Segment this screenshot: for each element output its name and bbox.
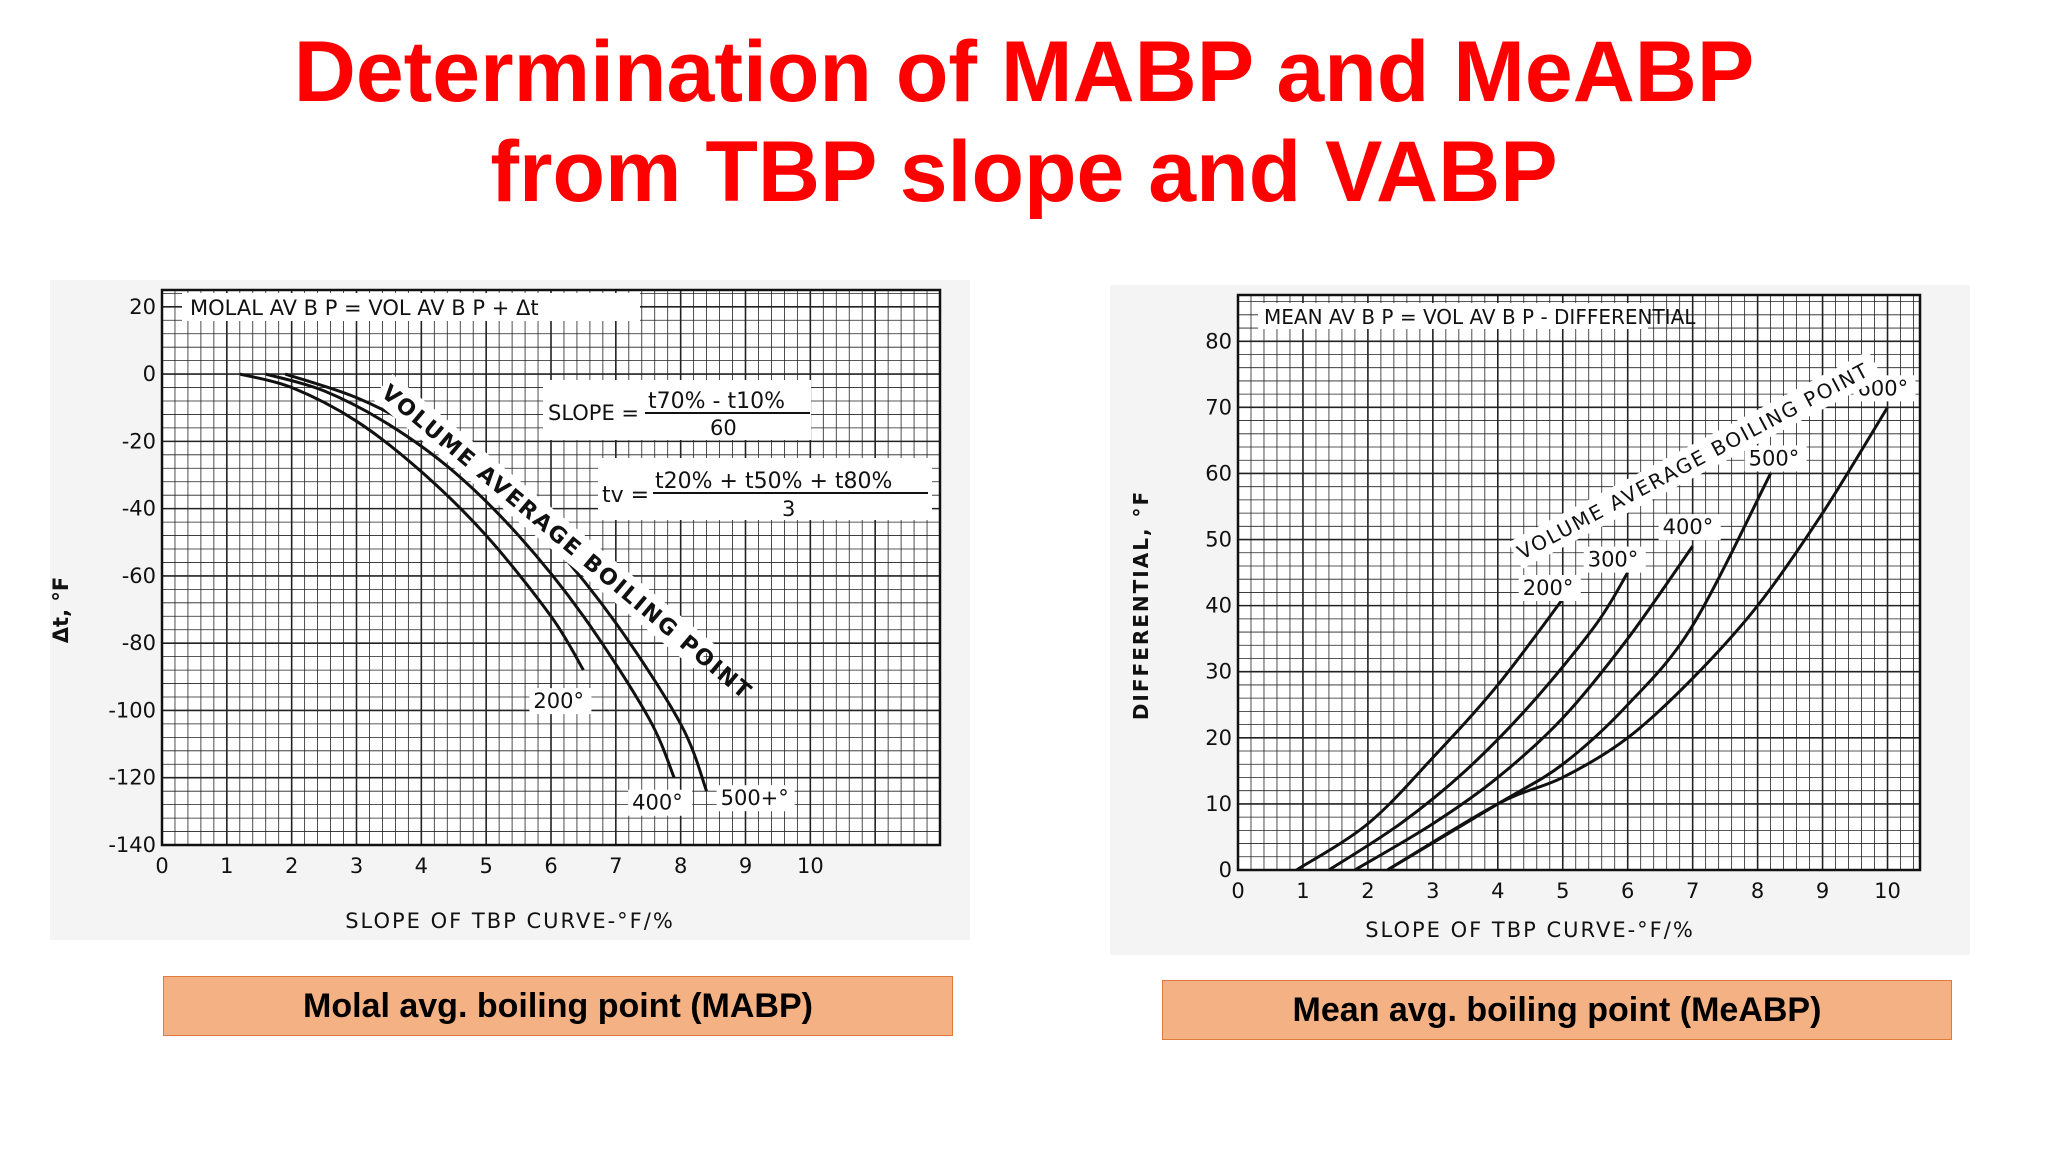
slope-equation: SLOPE = t70% - t10% 60 bbox=[543, 380, 811, 440]
y-axis-label: DIFFERENTIAL, °F bbox=[1129, 490, 1153, 720]
svg-text:200°: 200° bbox=[533, 689, 584, 713]
y-tick-label: 20 bbox=[129, 295, 156, 319]
plot-frame bbox=[160, 288, 942, 847]
y-tick-label: 10 bbox=[1205, 792, 1232, 816]
slide-title-line-1: Determination of MABP and MeABP bbox=[293, 24, 1755, 120]
tv-equation-numerator: t20% + t50% + t80% bbox=[655, 469, 892, 494]
x-tick-label: 4 bbox=[1491, 879, 1504, 903]
y-tick-label: 40 bbox=[1205, 594, 1232, 618]
x-tick-label: 9 bbox=[1816, 879, 1829, 903]
x-tick-label: 1 bbox=[1296, 879, 1309, 903]
y-tick-label: -40 bbox=[122, 497, 156, 521]
x-tick-label: 8 bbox=[674, 854, 687, 878]
y-tick-label: 50 bbox=[1205, 528, 1232, 552]
x-tick-label: 7 bbox=[609, 854, 622, 878]
x-axis-label: SLOPE OF TBP CURVE-°F/% bbox=[1365, 918, 1695, 942]
mabp-caption: Molal avg. boiling point (MABP) bbox=[163, 976, 953, 1036]
x-tick-label: 5 bbox=[1556, 879, 1569, 903]
series-label: 300° bbox=[1583, 546, 1646, 573]
x-tick-label: 3 bbox=[350, 854, 363, 878]
x-tick-label: 0 bbox=[155, 854, 168, 878]
series-label: 500° bbox=[1744, 445, 1807, 472]
y-tick-label: -80 bbox=[122, 631, 156, 655]
chart-title: MEAN AV B P = VOL AV B P - DIFFERENTIAL bbox=[1264, 305, 1696, 329]
series-line-600 bbox=[1386, 406, 1889, 872]
svg-text:200°: 200° bbox=[1523, 576, 1574, 600]
y-tick-label: 30 bbox=[1205, 660, 1232, 684]
series-label: 400° bbox=[628, 789, 693, 816]
x-tick-label: 1 bbox=[220, 854, 233, 878]
x-axis-label: SLOPE OF TBP CURVE-°F/% bbox=[345, 909, 675, 933]
chart-labels: 0 1 2 3 4 5 6 7 8 9 10 20 0 -20 -40 -60 -80 -100 -120 -140 2… bbox=[108, 295, 823, 878]
y-axis-label: Δt, °F bbox=[50, 577, 73, 643]
chart-title-box bbox=[182, 293, 640, 321]
meabp-caption: Mean avg. boiling point (MeABP) bbox=[1162, 980, 1952, 1040]
svg-text:500+°: 500+° bbox=[721, 786, 789, 810]
y-tick-label: -120 bbox=[108, 766, 156, 790]
x-tick-label: 6 bbox=[1621, 879, 1634, 903]
tv-equation-denominator: 3 bbox=[782, 497, 795, 521]
series-label: 400° bbox=[1658, 514, 1721, 541]
y-tick-label: 70 bbox=[1205, 395, 1232, 419]
y-tick-label: 0 bbox=[143, 362, 156, 386]
x-tick-label: 7 bbox=[1686, 879, 1699, 903]
mabp-chart: 0 1 2 3 4 5 6 7 8 9 10 20 0 -20 -40 -60 -80 -100 -120 -140 2… bbox=[50, 280, 970, 940]
chart-labels: 0 1 2 3 4 5 6 7 8 9 10 80 70 60 50 40 30 20 10 0 200° 300° 400… bbox=[1205, 329, 1916, 903]
slide-title-line-2: from TBP slope and VABP bbox=[490, 124, 1558, 220]
chart-curves bbox=[1295, 406, 1889, 872]
chart-title: MOLAL AV B P = VOL AV B P + Δt bbox=[190, 296, 539, 320]
svg-text:300°: 300° bbox=[1588, 548, 1639, 572]
x-tick-label: 4 bbox=[415, 854, 428, 878]
chart-title-box bbox=[1258, 303, 1648, 329]
x-tick-label: 9 bbox=[739, 854, 752, 878]
x-tick-label: 2 bbox=[285, 854, 298, 878]
x-tick-label: 3 bbox=[1426, 879, 1439, 903]
y-tick-label: -60 bbox=[122, 564, 156, 588]
slope-equation-denominator: 60 bbox=[710, 416, 737, 440]
series-line-200 bbox=[1295, 598, 1564, 872]
svg-text:400°: 400° bbox=[1663, 515, 1714, 539]
x-tick-label: 5 bbox=[479, 854, 492, 878]
y-tick-label: 20 bbox=[1205, 726, 1232, 750]
x-tick-label: 10 bbox=[1874, 879, 1901, 903]
y-tick-label: -20 bbox=[122, 429, 156, 453]
x-tick-label: 0 bbox=[1231, 879, 1244, 903]
svg-text:400°: 400° bbox=[632, 791, 683, 815]
slope-equation-lhs: SLOPE = bbox=[548, 401, 639, 425]
series-line-400 bbox=[1354, 545, 1694, 872]
chart-grid bbox=[160, 288, 942, 847]
tv-equation: tv = t20% + t50% + t80% 3 bbox=[598, 458, 932, 521]
y-tick-label: 60 bbox=[1205, 461, 1232, 485]
x-tick-label: 2 bbox=[1361, 879, 1374, 903]
x-tick-label: 8 bbox=[1751, 879, 1764, 903]
series-line-200 bbox=[239, 372, 585, 671]
series-label: 200° bbox=[1518, 575, 1581, 602]
svg-text:500°: 500° bbox=[1749, 446, 1800, 470]
y-tick-label: 80 bbox=[1205, 329, 1232, 353]
tv-equation-lhs: tv = bbox=[602, 483, 649, 508]
x-tick-label: 6 bbox=[544, 854, 557, 878]
plot-frame bbox=[1236, 293, 1922, 872]
series-line-300 bbox=[1328, 571, 1629, 872]
series-line-400 bbox=[265, 372, 676, 779]
x-tick-label: 10 bbox=[797, 854, 824, 878]
series-label: 500+° bbox=[716, 785, 795, 812]
y-tick-label: -140 bbox=[108, 833, 156, 857]
y-tick-label: 0 bbox=[1219, 858, 1232, 882]
series-label: 200° bbox=[529, 688, 592, 715]
meabp-chart: 0 1 2 3 4 5 6 7 8 9 10 80 70 60 50 40 30 20 10 0 200° 300° 400… bbox=[1110, 285, 1970, 955]
slope-equation-numerator: t70% - t10% bbox=[648, 389, 785, 414]
y-tick-label: -100 bbox=[108, 698, 156, 722]
